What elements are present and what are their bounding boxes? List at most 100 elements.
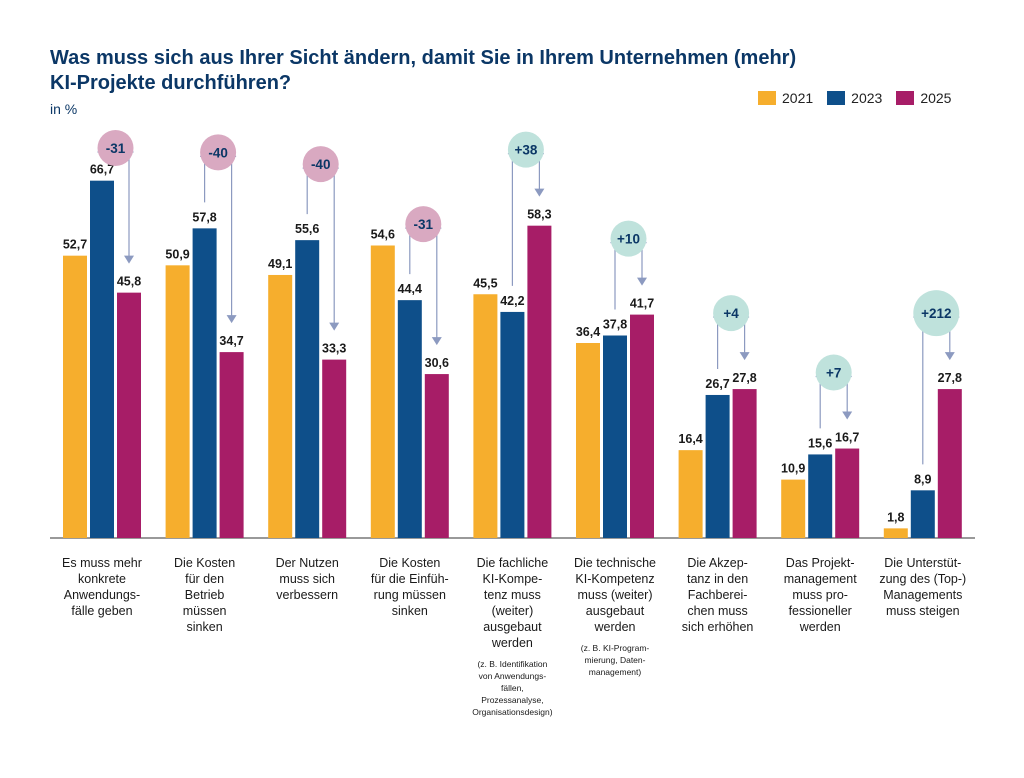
data-label-2025-9: 27,8 [938,371,962,385]
legend-label-2023: 2023 [851,90,883,106]
bar-2025-5 [527,225,552,538]
legend-item-2021: 2021 [758,90,813,106]
data-label-2021-3: 49,1 [268,257,292,271]
change-arrow-line-4 [436,227,442,340]
bar-2025-8 [835,448,860,538]
data-label-2023-9: 8,9 [914,472,931,486]
category-note-6-line-1: (z. B. KI-Program- [581,643,650,653]
category-label-9-line-3: Managements [883,588,962,602]
change-label-1: -31 [106,141,126,156]
change-bubble-3 [302,146,339,183]
category-label-3-line-1: Der Nutzen [276,556,339,570]
category-note-5-line-4: Prozessanalyse, [481,695,543,705]
category-note-6-line-2: mierung, Daten- [585,655,646,665]
change-label-8: +7 [826,366,841,381]
bar-2023-2 [192,228,217,538]
bar-2023-5 [500,311,525,538]
bar-2025-2 [219,352,244,538]
data-label-2023-1: 66,7 [90,163,114,177]
category-label-5-line-5: ausgebaut [483,620,542,634]
bar-2021-3 [268,274,293,538]
bar-2021-5 [473,294,498,538]
change-bubble-4 [405,206,442,243]
data-label-2021-7: 16,4 [678,432,702,446]
change-label-7: +4 [723,306,739,321]
bar-2025-4 [424,374,449,538]
category-label-7-line-1: Die Akzep- [687,556,747,570]
change-arrowhead-7 [739,352,750,361]
bar-2021-9 [883,528,908,538]
category-label-9-line-4: muss steigen [886,604,960,618]
legend-swatch-2025 [896,91,915,105]
category-label-5-line-1: Die fachliche [477,556,549,570]
change-arrow-line-1 [128,151,134,258]
category-label-5-line-2: KI-Kompe- [483,572,543,586]
data-label-2025-2: 34,7 [219,334,243,348]
category-label-1-line-2: konkrete [78,572,126,586]
data-label-2021-8: 10,9 [781,462,805,476]
change-label-4: -31 [414,217,434,232]
bar-2021-8 [781,479,806,538]
category-label-6-line-4: ausgebaut [586,604,645,618]
legend: 2021 2023 2025 [758,90,951,106]
data-label-2023-6: 37,8 [603,318,627,332]
change-arrow-line-3 [333,167,339,325]
legend-label-2025: 2025 [920,90,952,106]
category-label-1-line-3: Anwendungs- [64,588,140,602]
change-label-3: -40 [311,157,331,172]
change-bubble-5 [507,131,544,168]
legend-item-2025: 2025 [896,90,951,106]
bar-2023-8 [808,454,833,538]
category-label-2-line-1: Die Kosten [174,556,235,570]
change-bubble-7 [713,295,750,332]
data-label-2023-7: 26,7 [705,377,729,391]
category-label-6-line-1: Die technische [574,556,656,570]
category-label-2-line-3: Betrieb [185,588,225,602]
data-label-2025-1: 45,8 [117,275,141,289]
category-label-3-line-3: verbessern [276,588,338,602]
change-label-6: +10 [617,232,640,247]
change-arrowhead-3 [329,322,340,331]
change-connector-6 [610,242,616,310]
bar-2021-2 [165,265,190,538]
category-note-5-line-5: Organisationsdesign) [472,707,552,717]
change-label-9: +212 [921,306,951,321]
chart-subtitle: in % [50,101,78,117]
change-connector-5 [507,153,513,286]
category-label-7-line-5: sich erhöhen [682,620,754,634]
bar-2025-9 [937,389,962,538]
data-label-2023-5: 42,2 [500,294,524,308]
category-label-2-line-2: für den [185,572,224,586]
data-label-2021-4: 54,6 [371,228,395,242]
category-label-8-line-2: management [784,572,857,586]
chart-title: Was muss sich aus Ihrer Sicht ändern, da… [50,47,797,94]
category-label-1-line-1: Es muss mehr [62,556,142,570]
data-label-2025-6: 41,7 [630,297,654,311]
category-label-4-line-3: rung müssen [374,588,446,602]
data-label-2021-2: 50,9 [165,247,189,261]
category-label-1-line-4: fälle geben [71,604,132,618]
category-label-4-line-4: sinken [392,604,428,618]
category-label-8-line-3: muss pro- [792,588,848,602]
bar-2021-7 [678,450,703,538]
category-label-4-line-2: für die Einfüh- [371,572,449,586]
change-connector-7 [713,316,719,369]
bar-2021-4 [370,245,395,538]
category-label-8-line-5: werden [799,620,841,634]
category-label-2-line-4: müssen [183,604,227,618]
change-bubble-8 [815,354,852,391]
data-label-2025-4: 30,6 [425,356,449,370]
bar-2023-6 [603,335,627,538]
category-note-6-line-3: management) [589,667,642,677]
bar-2025-6 [630,314,654,538]
change-label-2: -40 [208,145,228,160]
bar-2021-6 [576,343,600,538]
change-arrowhead-6 [637,277,647,286]
bar-2023-9 [910,490,935,538]
data-label-2025-7: 27,8 [732,371,756,385]
category-label-7-line-2: tanz in den [687,572,748,586]
change-arrowhead-8 [842,411,853,420]
legend-swatch-2021 [758,91,776,105]
category-note-5-line-3: fällen, [501,683,524,693]
